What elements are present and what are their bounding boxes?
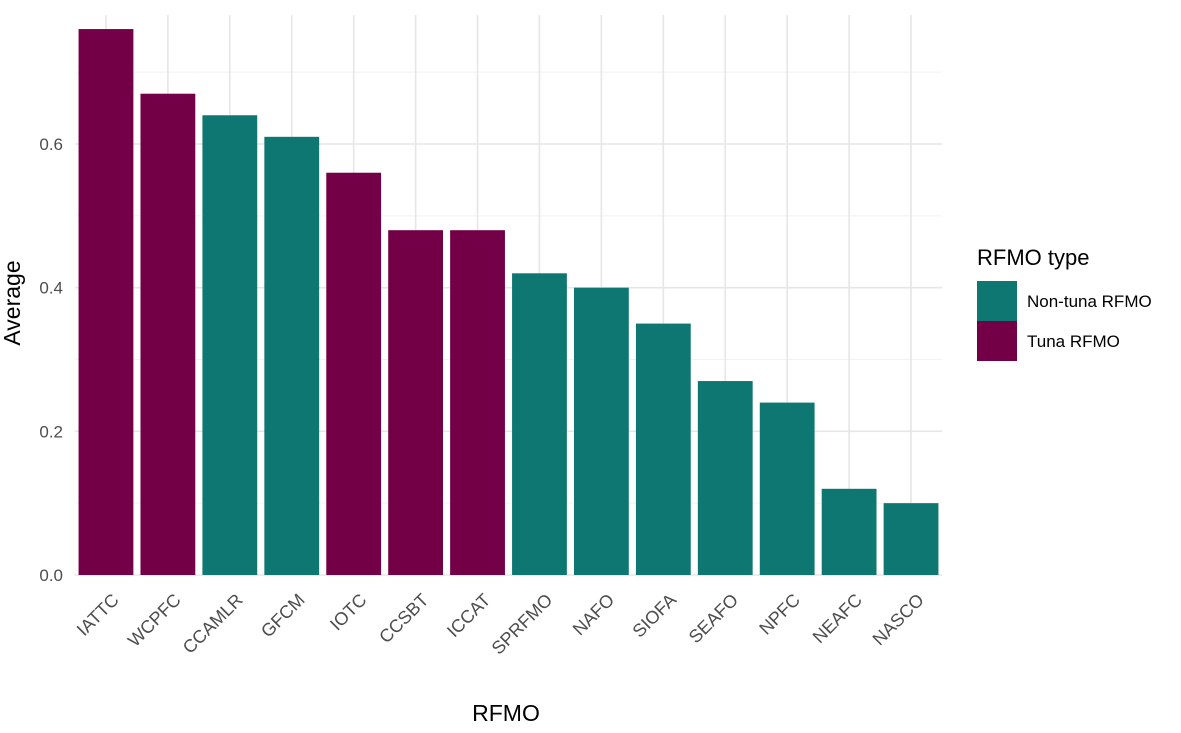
x-tick-label-sprfmo: SPRFMO	[488, 590, 557, 659]
bar-seafo	[697, 381, 753, 575]
legend-label-non-tuna: Non-tuna RFMO	[1027, 292, 1152, 311]
bar-gfcm	[264, 136, 320, 576]
bar-ccamlr	[202, 115, 258, 576]
x-tick-label-iccat: ICCAT	[443, 590, 494, 641]
x-tick-label-nafo: NAFO	[569, 590, 619, 640]
x-tick-label-npfc: NPFC	[755, 590, 804, 639]
bar-wcpfc	[140, 93, 196, 575]
x-tick-label-siofa: SIOFA	[629, 590, 681, 642]
bar-sprfmo	[512, 273, 567, 575]
bar-iccat	[450, 230, 505, 575]
bar-iotc	[326, 172, 382, 575]
legend-key-tuna	[977, 321, 1017, 361]
x-tick-label-ccamlr: CCAMLR	[179, 590, 247, 658]
x-tick-label-ccsbt: CCSBT	[375, 590, 432, 647]
x-tick-label-iattc: IATTC	[73, 590, 123, 640]
bars-layer	[78, 29, 939, 576]
legend: RFMO type Non-tuna RFMO Tuna RFMO	[977, 245, 1152, 361]
x-tick-label-gfcm: GFCM	[257, 590, 309, 642]
x-axis-title: RFMO	[472, 700, 540, 726]
y-tick-label: 0.4	[39, 279, 63, 298]
bar-nasco	[883, 503, 939, 575]
bar-siofa	[635, 323, 691, 575]
legend-title: RFMO type	[977, 245, 1089, 270]
x-tick-label-wcpfc: WCPFC	[124, 590, 185, 651]
x-tick-label-nasco: NASCO	[869, 590, 928, 649]
y-tick-label: 0.0	[39, 566, 63, 585]
legend-label-tuna: Tuna RFMO	[1027, 332, 1120, 351]
legend-key-non-tuna	[977, 281, 1017, 321]
bar-npfc	[759, 402, 815, 575]
bar-neafc	[821, 488, 877, 575]
y-tick-label: 0.6	[39, 135, 63, 154]
y-tick-labels: 0.0 0.2 0.4 0.6	[39, 135, 63, 585]
x-tick-label-iotc: IOTC	[326, 590, 371, 635]
y-tick-label: 0.2	[39, 422, 63, 441]
x-tick-label-seafo: SEAFO	[685, 590, 742, 647]
bar-nafo	[573, 287, 629, 575]
bar-ccsbt	[388, 230, 444, 575]
bar-iattc	[78, 29, 134, 576]
y-axis-title: Average	[0, 260, 25, 345]
x-tick-label-neafc: NEAFC	[809, 590, 866, 647]
